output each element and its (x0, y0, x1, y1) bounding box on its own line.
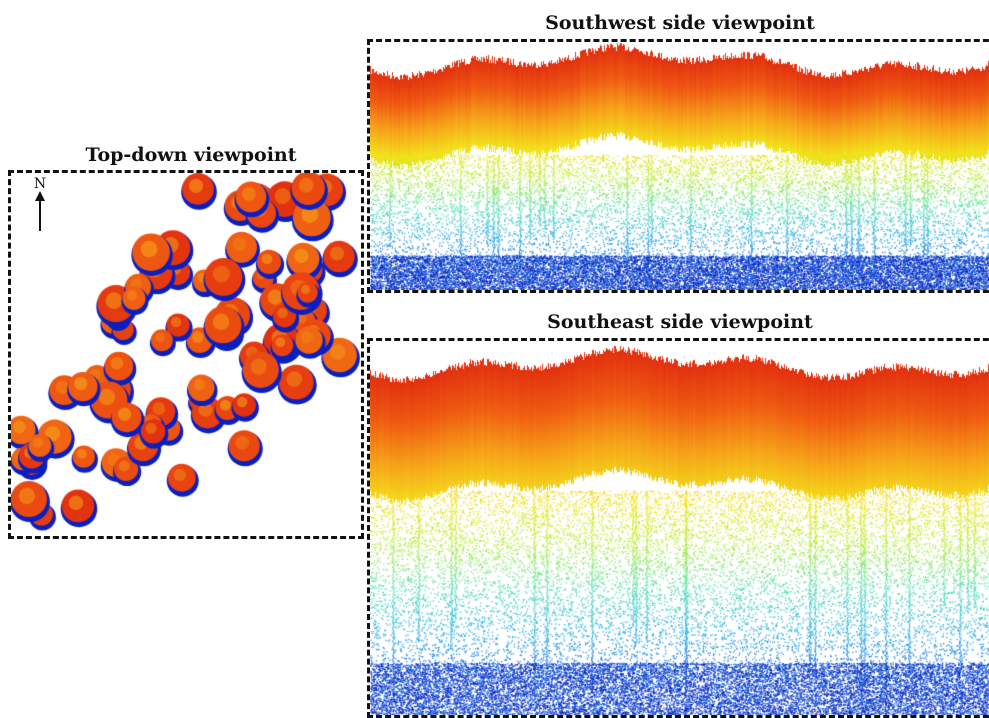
southwest-viewpoint-panel (367, 39, 989, 293)
north-label: N (33, 176, 47, 192)
southeast-title: Southeast side viewpoint (547, 311, 813, 333)
southwest-title: Southwest side viewpoint (545, 12, 815, 34)
southwest-point-cloud-image (370, 42, 989, 290)
top-down-point-cloud-image (11, 173, 361, 536)
top-down-title: Top-down viewpoint (85, 144, 297, 166)
arrow-up-icon (35, 191, 45, 231)
top-down-viewpoint-panel (8, 170, 364, 539)
north-arrow-icon: N (32, 177, 48, 233)
southeast-viewpoint-panel (367, 338, 989, 718)
southeast-point-cloud-image (370, 341, 989, 715)
